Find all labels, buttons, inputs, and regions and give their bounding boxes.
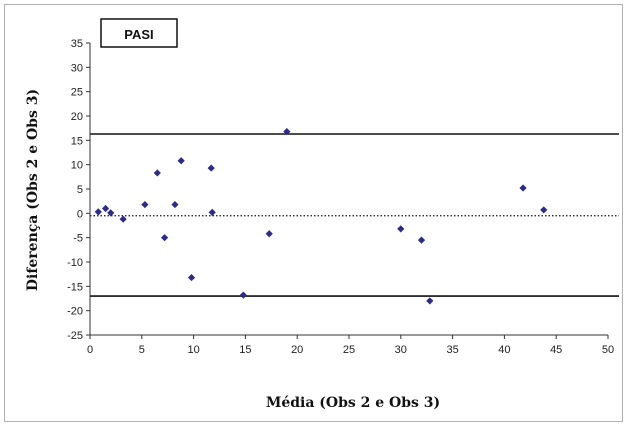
data-point: [177, 157, 185, 165]
data-point: [187, 273, 196, 282]
x-tick-label: 5: [139, 344, 145, 356]
x-tick-label: 35: [446, 344, 458, 356]
y-tick-label: 35: [71, 38, 83, 50]
data-point: [119, 215, 127, 223]
data-point: [265, 230, 273, 238]
y-tick-label: 15: [71, 135, 83, 147]
data-point: [239, 291, 247, 299]
data-point: [207, 164, 215, 172]
data-point: [519, 184, 527, 192]
data-point: [153, 169, 161, 177]
data-point: [160, 234, 169, 242]
y-tick-label: 10: [71, 160, 83, 172]
data-point: [171, 200, 179, 209]
y-axis-title: Diferença (Obs 2 e Obs 3): [25, 89, 41, 291]
data-point: [101, 204, 110, 213]
y-tick-label: -20: [67, 306, 83, 318]
x-tick-label: 10: [187, 344, 199, 356]
data-point: [540, 206, 548, 214]
y-tick-label: 30: [71, 62, 83, 74]
data-point: [397, 225, 405, 233]
data-point: [283, 127, 291, 136]
data-point: [107, 209, 115, 217]
x-tick-label: 15: [239, 344, 251, 356]
x-tick-label: 45: [550, 344, 562, 356]
x-tick-label: 20: [291, 344, 303, 356]
chart-frame: 35 30 25 20 15 10 5 0 -5 -10 -15 -20 -25 0 5 10 15 20 25 30…: [4, 4, 623, 422]
y-tick-label: -15: [67, 281, 83, 293]
y-tick-label: 0: [77, 208, 83, 220]
y-tick-label: 20: [71, 111, 83, 123]
panel-label: PASI: [124, 27, 153, 42]
x-tick-label: 0: [87, 344, 93, 356]
data-point: [141, 200, 149, 209]
data-point: [208, 208, 216, 216]
x-tick-label: 40: [498, 344, 510, 356]
y-tick-label: -5: [73, 233, 83, 245]
x-tick-label: 50: [602, 344, 614, 356]
data-point: [94, 208, 102, 216]
reference-lines: [90, 133, 619, 297]
y-tick-label: -10: [67, 257, 83, 269]
data-point: [417, 236, 426, 244]
data-point: [426, 297, 434, 305]
x-tick-label: 30: [395, 344, 407, 356]
x-axis-title: Média (Obs 2 e Obs 3): [266, 395, 440, 411]
y-tick-label: -25: [67, 330, 83, 342]
data-points: [94, 127, 548, 305]
x-tick-label: 25: [343, 344, 355, 356]
panel-label-box: PASI: [100, 18, 178, 48]
y-tick-label: 5: [77, 184, 83, 196]
y-tick-label: 25: [71, 87, 83, 99]
